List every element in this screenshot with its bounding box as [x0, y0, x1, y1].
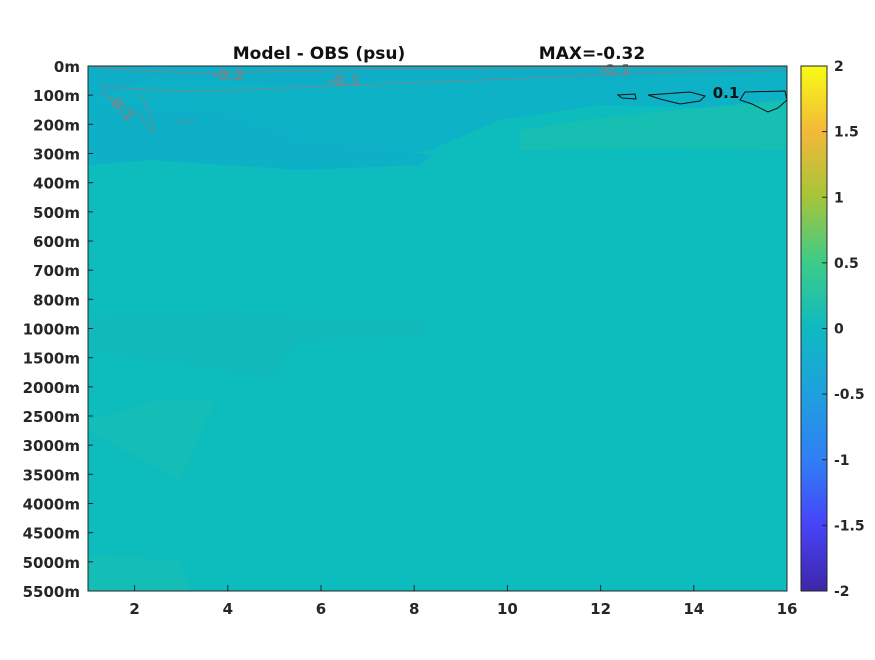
y-tick-label: 500m [33, 204, 80, 222]
contour-label: 0.1 [713, 84, 740, 102]
colorbar-ticks: 2 1.5 1 0.5 0 -0.5 -1 -1.5 -2 [822, 59, 865, 600]
mid-depth-streaks [88, 312, 425, 380]
y-tick-label: 0m [54, 58, 80, 76]
contour-label: -0.1 [328, 72, 361, 90]
x-tick-label: 16 [777, 600, 798, 618]
y-tick-label: 5500m [23, 583, 80, 601]
colorbar-tick-label: 1 [834, 190, 844, 206]
contour-label: -0.2 [212, 66, 245, 84]
eastern-positive-patch [520, 100, 787, 150]
x-tick-label: 14 [683, 600, 704, 618]
x-tick-label: 8 [409, 600, 419, 618]
x-tick-label: 10 [497, 600, 518, 618]
deep-positive-patch [88, 400, 215, 480]
y-tick-label: 2500m [23, 408, 80, 426]
bottom-positive-patch [88, 555, 190, 591]
colorbar-tick-label: -1.5 [834, 518, 865, 534]
y-tick-label: 300m [33, 146, 80, 164]
x-axis: 2 4 6 8 10 12 14 16 [129, 585, 797, 618]
y-tick-label: 2000m [23, 379, 80, 397]
y-axis: 0m 100m 200m 300m 400m 500m 600m 700m 800m 1000m 1… [23, 58, 93, 601]
contour-line-minus-0.1 [99, 69, 787, 92]
contour-line-0.1 [616, 90, 787, 113]
x-tick-label: 12 [590, 600, 611, 618]
y-tick-label: 600m [33, 233, 80, 251]
colorbar-tick-label: -1 [834, 453, 850, 469]
max-annotation: MAX=-0.32 [539, 44, 645, 64]
y-tick-label: 3500m [23, 466, 80, 484]
y-tick-label: 100m [33, 87, 80, 105]
y-tick-label: 200m [33, 116, 80, 134]
y-tick-label: 5000m [23, 554, 80, 572]
colorbar-tick-label: 1.5 [834, 125, 859, 141]
y-tick-label: 1500m [23, 350, 80, 368]
colorbar: 2 1.5 1 0.5 0 -0.5 -1 -1.5 -2 [800, 59, 865, 600]
colorbar-tick-label: 0 [834, 322, 844, 338]
y-tick-label: 700m [33, 262, 80, 280]
colorbar-tick-label: -0.5 [834, 387, 865, 403]
colorbar-tick-label: 0.5 [834, 256, 859, 272]
y-tick-label: 800m [33, 291, 80, 309]
y-tick-label: 400m [33, 175, 80, 193]
contour-line-minus-0.2 [91, 66, 787, 74]
colorbar-tick-label: -2 [834, 584, 850, 600]
x-tick-label: 4 [223, 600, 233, 618]
colorbar-tick-label: 2 [834, 59, 844, 75]
western-negative-patch [88, 100, 432, 170]
x-tick-label: 6 [316, 600, 326, 618]
y-tick-label: 3000m [23, 437, 80, 455]
x-tick-label: 2 [129, 600, 139, 618]
contour-label: -0.1 [599, 61, 632, 79]
contour-line-minus-0.1-west [99, 89, 156, 133]
y-tick-label: 4000m [23, 496, 80, 514]
heatmap-field [88, 66, 787, 591]
y-tick-label: 1000m [23, 321, 80, 339]
surface-negative-band [88, 66, 787, 98]
chart-title: Model - OBS (psu) [233, 44, 406, 64]
y-tick-label: 4500m [23, 525, 80, 543]
